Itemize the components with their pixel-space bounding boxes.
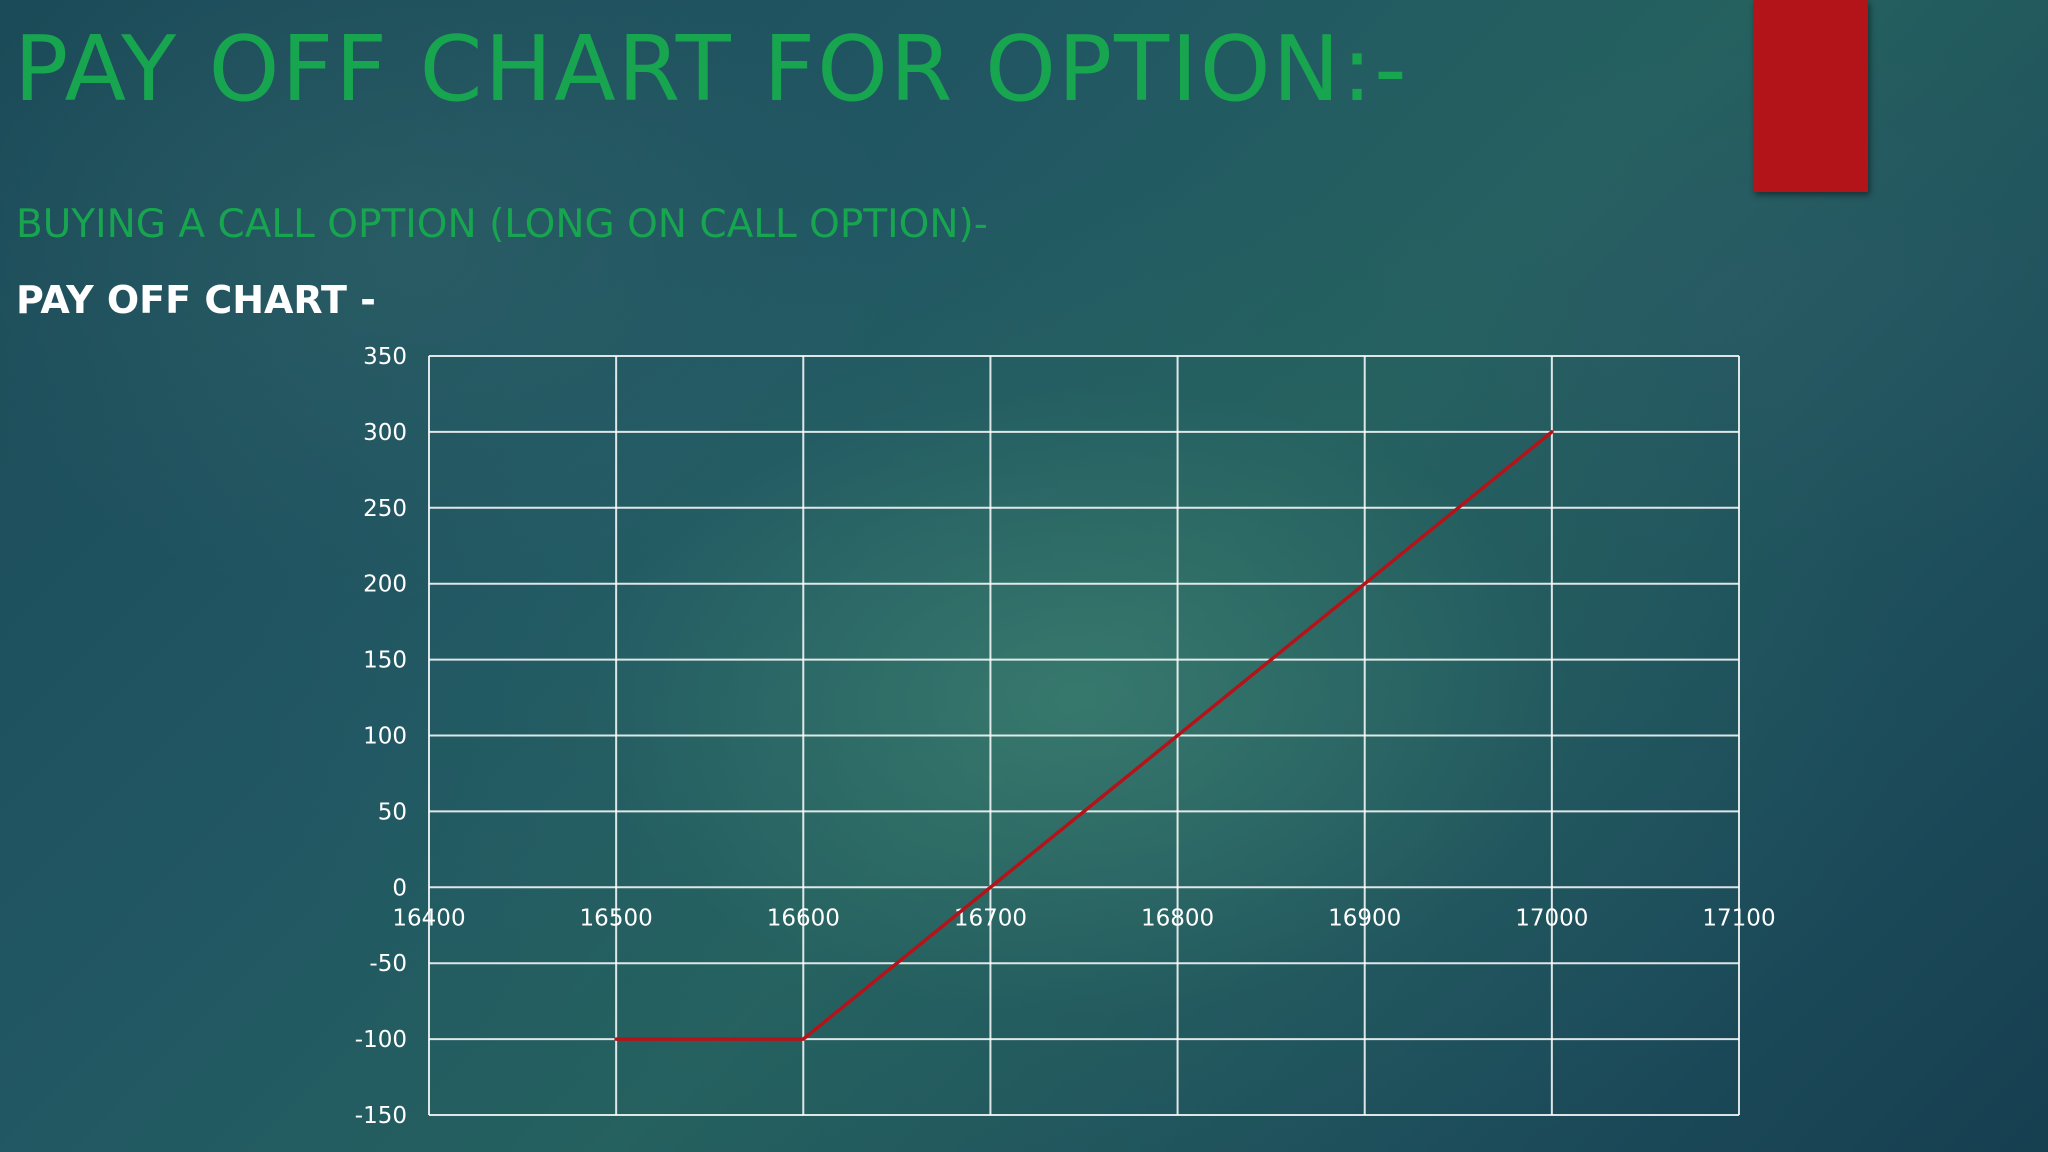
decorative-red-block — [1753, 0, 1868, 192]
x-axis-labels: 16400 16500 16600 16700 16800 16900 17000 17100 — [392, 905, 1775, 931]
y-tick-label: 150 — [363, 648, 407, 674]
y-tick-label: -100 — [355, 1027, 407, 1053]
x-tick-label: 16700 — [954, 905, 1027, 931]
y-axis-labels: 350 300 250 200 150 100 50 0 -50 -100 -150 — [355, 344, 407, 1129]
chart-heading: PAY OFF CHART - — [16, 278, 376, 322]
x-tick-label: 16600 — [767, 905, 840, 931]
x-tick-label: 17100 — [1702, 905, 1775, 931]
y-tick-label: 300 — [363, 420, 407, 446]
chart-series — [614, 430, 1554, 1041]
y-tick-label: 100 — [363, 724, 407, 750]
payoff-line — [614, 430, 1554, 1041]
y-tick-label: 50 — [378, 799, 407, 825]
y-tick-label: -50 — [369, 951, 407, 977]
slide-subtitle: BUYING A CALL OPTION (LONG ON CALL OPTIO… — [16, 202, 988, 247]
y-tick-label: 0 — [392, 875, 407, 901]
x-tick-label: 16800 — [1141, 905, 1214, 931]
x-tick-label: 16500 — [580, 905, 653, 931]
chart-grid — [428, 355, 1740, 1116]
x-tick-label: 16900 — [1328, 905, 1401, 931]
slide-title: PAY OFF CHART FOR OPTION:- — [14, 17, 1409, 122]
x-tick-label: 16400 — [392, 905, 465, 931]
y-tick-label: 250 — [363, 496, 407, 522]
x-tick-label: 17000 — [1515, 905, 1588, 931]
y-tick-label: 350 — [363, 344, 407, 370]
y-tick-label: 200 — [363, 572, 407, 598]
y-tick-label: -150 — [355, 1103, 407, 1129]
